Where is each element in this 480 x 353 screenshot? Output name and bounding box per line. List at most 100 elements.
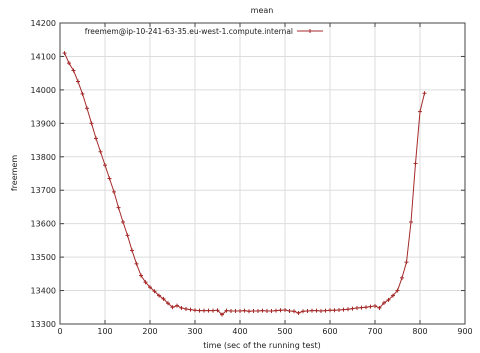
x-tick-label: 600 [322, 327, 337, 336]
x-axis-label: time (sec of the running test) [203, 341, 321, 350]
y-tick-label: 13800 [31, 153, 56, 162]
y-tick-label: 13500 [31, 253, 56, 262]
data-point [89, 121, 94, 126]
y-tick-label: 13600 [31, 220, 56, 229]
data-point [80, 91, 85, 96]
data-point [152, 289, 157, 294]
data-point [269, 308, 274, 313]
data-point [193, 308, 197, 313]
data-point [251, 308, 256, 313]
data-point [121, 219, 125, 224]
data-point [238, 308, 242, 313]
data-point [368, 304, 373, 309]
data-point [116, 205, 121, 210]
data-point [148, 285, 152, 290]
data-point [278, 308, 283, 313]
x-tick-label: 700 [367, 327, 382, 336]
data-point [274, 308, 278, 313]
data-point [170, 305, 175, 310]
data-point [206, 308, 211, 313]
data-point [125, 233, 130, 238]
data-point [395, 288, 400, 293]
data-point [337, 307, 341, 312]
data-point [265, 308, 269, 313]
data-point [76, 79, 80, 84]
x-tick-label: 0 [57, 327, 62, 336]
data-point [211, 308, 215, 313]
data-point [377, 305, 382, 310]
y-tick-label: 13300 [31, 320, 56, 329]
x-tick-label: 900 [457, 327, 472, 336]
y-tick-label: 13700 [31, 186, 56, 195]
plot-frame [59, 22, 466, 325]
data-point [161, 296, 166, 301]
data-point [215, 308, 220, 313]
data-point [139, 273, 143, 278]
data-point [296, 310, 301, 315]
data-point [202, 308, 206, 313]
data-point [166, 301, 170, 306]
data-point [310, 308, 314, 313]
data-point [233, 308, 238, 313]
data-point [283, 307, 287, 312]
data-point [391, 293, 395, 298]
data-point [71, 68, 76, 73]
y-tick-label: 13900 [31, 119, 56, 128]
y-axis-label: freemem [10, 155, 19, 191]
series-line [64, 52, 425, 316]
y-tick-label: 14200 [31, 19, 56, 28]
data-point [94, 136, 98, 141]
data-point [422, 91, 427, 96]
data-point [103, 163, 107, 168]
data-point [305, 308, 310, 313]
data-point [260, 308, 265, 313]
data-point [301, 309, 305, 314]
data-point [350, 306, 355, 311]
legend-entry-marker [308, 29, 312, 33]
data-point [314, 308, 319, 313]
x-tick-label: 200 [142, 327, 157, 336]
data-point [179, 305, 184, 310]
data-point [242, 308, 247, 313]
series-layer [62, 51, 427, 317]
data-point [418, 109, 422, 114]
data-point [98, 149, 103, 154]
data-point [67, 61, 71, 66]
data-point [413, 161, 418, 166]
data-point [287, 308, 292, 313]
data-point [85, 106, 89, 111]
data-point [184, 306, 188, 311]
data-point [247, 309, 251, 314]
data-point [328, 308, 332, 313]
x-tick-label: 100 [97, 327, 112, 336]
data-point [332, 308, 337, 313]
y-tick-label: 14100 [31, 52, 56, 61]
data-point [130, 248, 134, 253]
data-point [386, 297, 391, 302]
data-point [373, 303, 377, 308]
x-tick-label: 500 [277, 327, 292, 336]
data-point [256, 308, 260, 313]
data-point [359, 305, 364, 310]
data-point [292, 309, 296, 314]
x-tick-label: 400 [232, 327, 247, 336]
data-point [346, 307, 350, 312]
data-point [157, 293, 161, 298]
data-point [143, 280, 148, 285]
data-point [404, 260, 409, 265]
chart-title: mean [251, 6, 274, 15]
data-point [323, 308, 328, 313]
data-point [197, 308, 202, 313]
data-point [319, 308, 323, 313]
data-point [341, 307, 346, 312]
grid-lines [60, 23, 465, 324]
data-point [229, 308, 233, 313]
data-point [220, 312, 224, 317]
axis-ticks: 0 100 200 300 400 500 600 700 800 900 13300 13400 13… [31, 19, 473, 336]
x-tick-label: 300 [187, 327, 202, 336]
legend: freemem@ip-10-241-63-35.eu-west-1.comput… [85, 27, 323, 36]
data-point [188, 307, 193, 312]
x-tick-label: 800 [412, 327, 427, 336]
